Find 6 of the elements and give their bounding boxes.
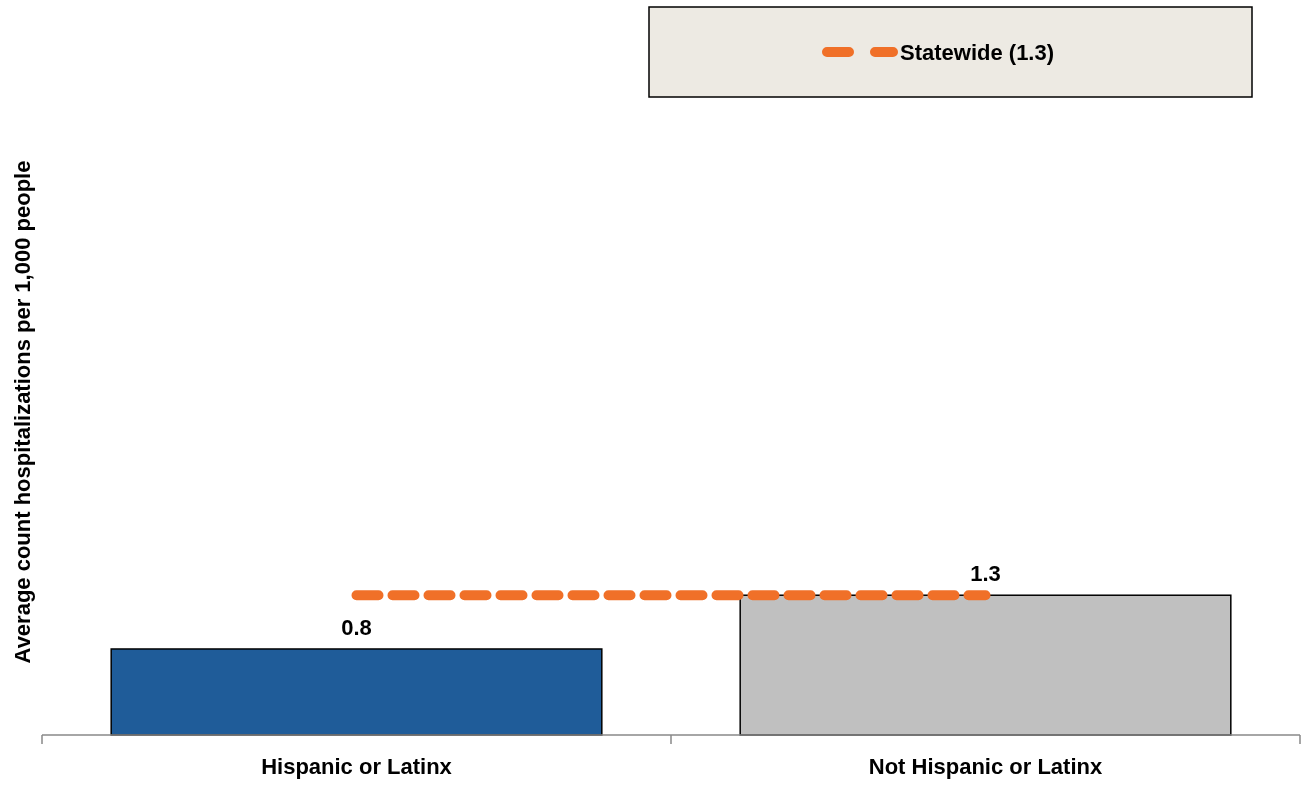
x-tick-label: Not Hispanic or Latinx [868,754,1103,779]
data-label: 0.8 [341,614,372,640]
data-label: 1.3 [970,561,1001,587]
y-axis-title: Average count hospitalizations per 1,000 people [10,160,35,664]
legend-label: Statewide (1.3) [900,39,1055,65]
x-tick-label: Hispanic or Latinx [261,754,453,779]
